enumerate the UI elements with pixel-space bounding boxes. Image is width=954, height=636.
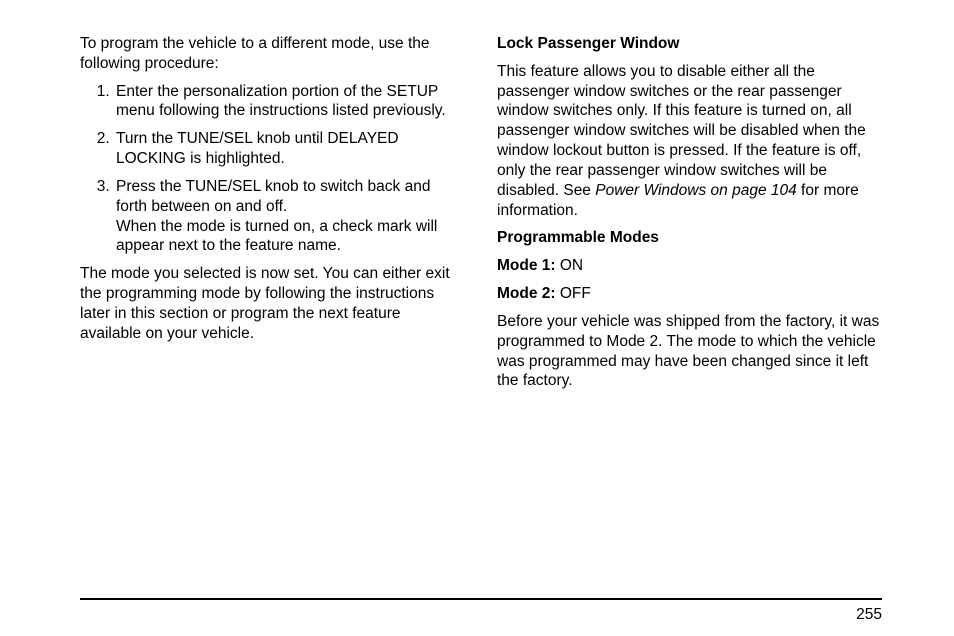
mode-2-label: Mode 2: <box>497 285 556 302</box>
page-footer: 255 <box>80 598 882 600</box>
step-3-text: Press the TUNE/SEL knob to switch back a… <box>116 178 430 215</box>
step-3-sub: When the mode is turned on, a check mark… <box>116 217 465 257</box>
closing-paragraph: The mode you selected is now set. You ca… <box>80 264 465 343</box>
mode-2-value: OFF <box>560 285 591 302</box>
procedure-step-1: Enter the personalization portion of the… <box>114 82 465 122</box>
intro-paragraph: To program the vehicle to a different mo… <box>80 34 465 74</box>
factory-note: Before your vehicle was shipped from the… <box>497 312 882 391</box>
procedure-list: Enter the personalization portion of the… <box>80 82 465 257</box>
left-column: To program the vehicle to a different mo… <box>80 34 465 399</box>
mode-1-line: Mode 1: ON <box>497 256 882 276</box>
right-column: Lock Passenger Window This feature allow… <box>497 34 882 399</box>
page-number: 255 <box>856 606 882 624</box>
two-column-layout: To program the vehicle to a different mo… <box>80 34 882 399</box>
mode-1-value: ON <box>560 257 583 274</box>
body-pre: This feature allows you to disable eithe… <box>497 63 866 199</box>
mode-1-label: Mode 1: <box>497 257 556 274</box>
procedure-step-2: Turn the TUNE/SEL knob until DELAYED LOC… <box>114 129 465 169</box>
footer-rule <box>80 598 882 600</box>
mode-2-line: Mode 2: OFF <box>497 284 882 304</box>
manual-page: To program the vehicle to a different mo… <box>0 0 954 636</box>
procedure-step-3: Press the TUNE/SEL knob to switch back a… <box>114 177 465 256</box>
cross-reference: Power Windows on page 104 <box>595 182 797 199</box>
section-heading: Lock Passenger Window <box>497 34 882 54</box>
programmable-modes-heading: Programmable Modes <box>497 228 882 248</box>
feature-description: This feature allows you to disable eithe… <box>497 62 882 221</box>
